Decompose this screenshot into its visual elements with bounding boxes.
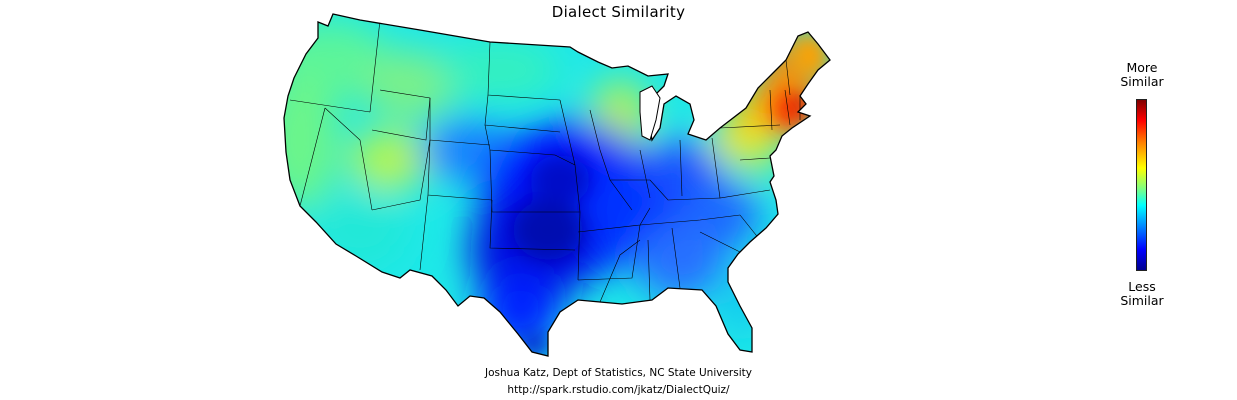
legend-colorbar bbox=[1136, 99, 1147, 271]
legend-less-similar: Less Similar bbox=[1110, 280, 1174, 308]
source-url: http://spark.rstudio.com/jkatz/DialectQu… bbox=[507, 384, 730, 396]
legend-less-line2: Similar bbox=[1120, 293, 1164, 308]
map-title: Dialect Similarity bbox=[551, 3, 686, 21]
legend-more-similar: More Similar bbox=[1110, 61, 1174, 89]
state-borders bbox=[289, 19, 801, 303]
heat-surface bbox=[284, 14, 830, 356]
lake-michigan bbox=[639, 85, 661, 141]
author-credit: Joshua Katz, Dept of Statistics, NC Stat… bbox=[485, 367, 752, 379]
legend-more-line2: Similar bbox=[1120, 74, 1164, 89]
legend-more-line1: More bbox=[1126, 60, 1158, 75]
us-outline bbox=[283, 13, 831, 357]
legend-less-line1: Less bbox=[1128, 279, 1156, 294]
